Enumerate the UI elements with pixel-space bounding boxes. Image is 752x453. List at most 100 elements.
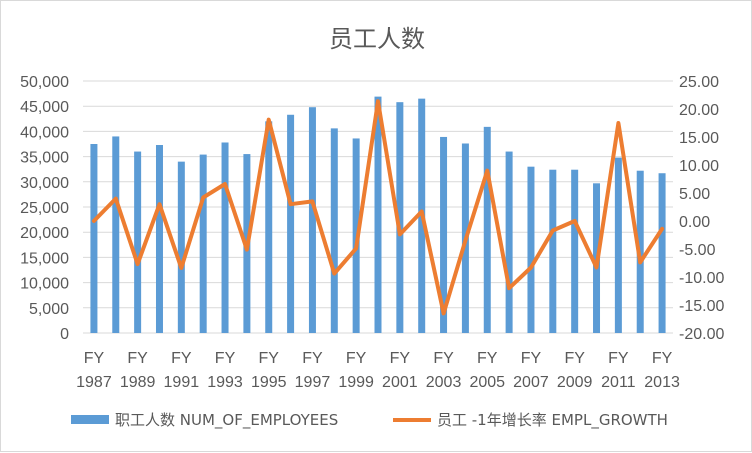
x-tick-label-year: 2003 — [426, 374, 462, 391]
bar — [90, 144, 98, 333]
x-tick-label-year: 2005 — [469, 374, 505, 391]
bar — [177, 161, 185, 333]
bar — [221, 142, 229, 333]
left-axis-tick-label: 45,000 — [20, 99, 69, 116]
x-tick-label-year: 2001 — [382, 374, 418, 391]
right-axis-tick-label: 5.00 — [679, 186, 710, 203]
chart-title: 员工人数 — [329, 25, 425, 53]
left-axis-tick-label: 25,000 — [20, 200, 69, 217]
line-point — [355, 247, 358, 250]
x-tick-label-year: 2009 — [557, 374, 593, 391]
x-tick-label-year: 1991 — [164, 374, 200, 391]
legend: 职工人数 NUM_OF_EMPLOYEES 员工 -1年增长率 EMPL_GRO… — [71, 411, 668, 430]
line-point — [114, 197, 117, 200]
right-axis-tick-label: -20.00 — [679, 326, 724, 343]
bar — [440, 136, 448, 333]
left-axis-tick-label: 50,000 — [20, 74, 69, 91]
line-point — [464, 239, 467, 242]
line-point — [180, 267, 183, 270]
legend-label-bars: 职工人数 NUM_OF_EMPLOYEES — [115, 411, 338, 430]
bar — [287, 114, 295, 333]
bar — [308, 107, 316, 333]
line-point — [486, 169, 489, 172]
bar — [112, 136, 120, 333]
x-tick-label-year: 2011 — [601, 374, 636, 391]
legend-swatch-bars — [71, 415, 109, 424]
x-tick-label-prefix: FY — [171, 350, 192, 367]
x-tick-label-year: 1999 — [338, 374, 374, 391]
line-point — [661, 227, 664, 230]
x-tick-label-year: 1989 — [120, 374, 156, 391]
bar — [396, 102, 404, 333]
line-point — [551, 229, 554, 232]
x-axis-labels: FY 1987 FY 1989 FY 1991 FY 1993 FY 1995 FY 1997 FY 19… — [76, 350, 680, 391]
x-tick-label-year: 1993 — [207, 374, 243, 391]
right-axis-tick-label: 25.00 — [679, 74, 719, 91]
employee-bars — [90, 96, 666, 334]
line-point — [311, 200, 314, 203]
x-tick-label-prefix: FY — [477, 350, 498, 367]
line-point — [158, 203, 161, 206]
right-axis-tick-label: 20.00 — [679, 102, 719, 119]
x-tick-label-prefix: FY — [390, 350, 411, 367]
left-axis-tick-label: 30,000 — [20, 175, 69, 192]
line-point — [508, 287, 511, 290]
bar — [374, 96, 382, 334]
left-axis-tick-label: 15,000 — [20, 250, 69, 267]
line-point — [595, 266, 598, 269]
left-axis-tick-label: 0 — [60, 326, 69, 343]
bar — [505, 151, 513, 333]
x-tick-label-prefix: FY — [346, 350, 367, 367]
right-axis-tick-label: -10.00 — [679, 270, 724, 287]
x-tick-label-year: 2007 — [513, 374, 549, 391]
left-axis-tick-label: 35,000 — [20, 150, 69, 167]
x-tick-label-prefix: FY — [84, 350, 105, 367]
left-axis-tick-label: 5,000 — [29, 301, 69, 318]
bar — [527, 166, 535, 333]
x-tick-label-year: 1997 — [295, 374, 331, 391]
right-axis-tick-label: 15.00 — [679, 130, 719, 147]
line-point — [573, 220, 576, 222]
bar — [549, 169, 557, 333]
line-point — [333, 272, 336, 275]
right-axis-tick-label: 10.00 — [679, 158, 719, 175]
right-axis-labels: -20.00 -15.00 -10.00 -5.00 0.00 5.00 10.00 15.0… — [679, 74, 724, 343]
x-tick-label-prefix: FY — [302, 350, 323, 367]
left-axis-tick-label: 40,000 — [20, 124, 69, 141]
bar — [265, 121, 273, 333]
x-tick-label-prefix: FY — [608, 350, 629, 367]
line-point — [420, 210, 423, 213]
x-tick-label-prefix: FY — [564, 350, 585, 367]
line-point — [398, 233, 401, 236]
x-tick-label-prefix: FY — [433, 350, 454, 367]
bar — [658, 173, 666, 333]
line-point — [617, 122, 620, 124]
line-point — [639, 261, 642, 264]
line-point — [267, 118, 270, 121]
left-axis-tick-label: 20,000 — [20, 225, 69, 242]
bar — [483, 126, 491, 333]
x-tick-label-prefix: FY — [521, 350, 542, 367]
bar — [571, 169, 579, 333]
line-point — [202, 196, 205, 199]
line-point — [224, 183, 227, 186]
right-axis-tick-label: -15.00 — [679, 298, 724, 315]
x-tick-label-year: 1987 — [76, 374, 112, 391]
x-tick-label-prefix: FY — [652, 350, 673, 367]
line-point — [136, 263, 139, 266]
line-point — [289, 203, 292, 206]
line-point — [442, 312, 445, 315]
legend-label-line: 员工 -1年增长率 EMPL_GROWTH — [437, 411, 668, 430]
bar — [155, 145, 163, 333]
right-axis-tick-label: 0.00 — [679, 214, 710, 231]
line-point — [92, 220, 95, 222]
left-axis-tick-label: 10,000 — [20, 276, 69, 293]
x-tick-label-prefix: FY — [215, 350, 236, 367]
bar — [330, 128, 338, 333]
line-point — [245, 248, 248, 251]
x-tick-label-prefix: FY — [127, 350, 148, 367]
bar — [614, 157, 622, 333]
x-tick-label-prefix: FY — [259, 350, 280, 367]
